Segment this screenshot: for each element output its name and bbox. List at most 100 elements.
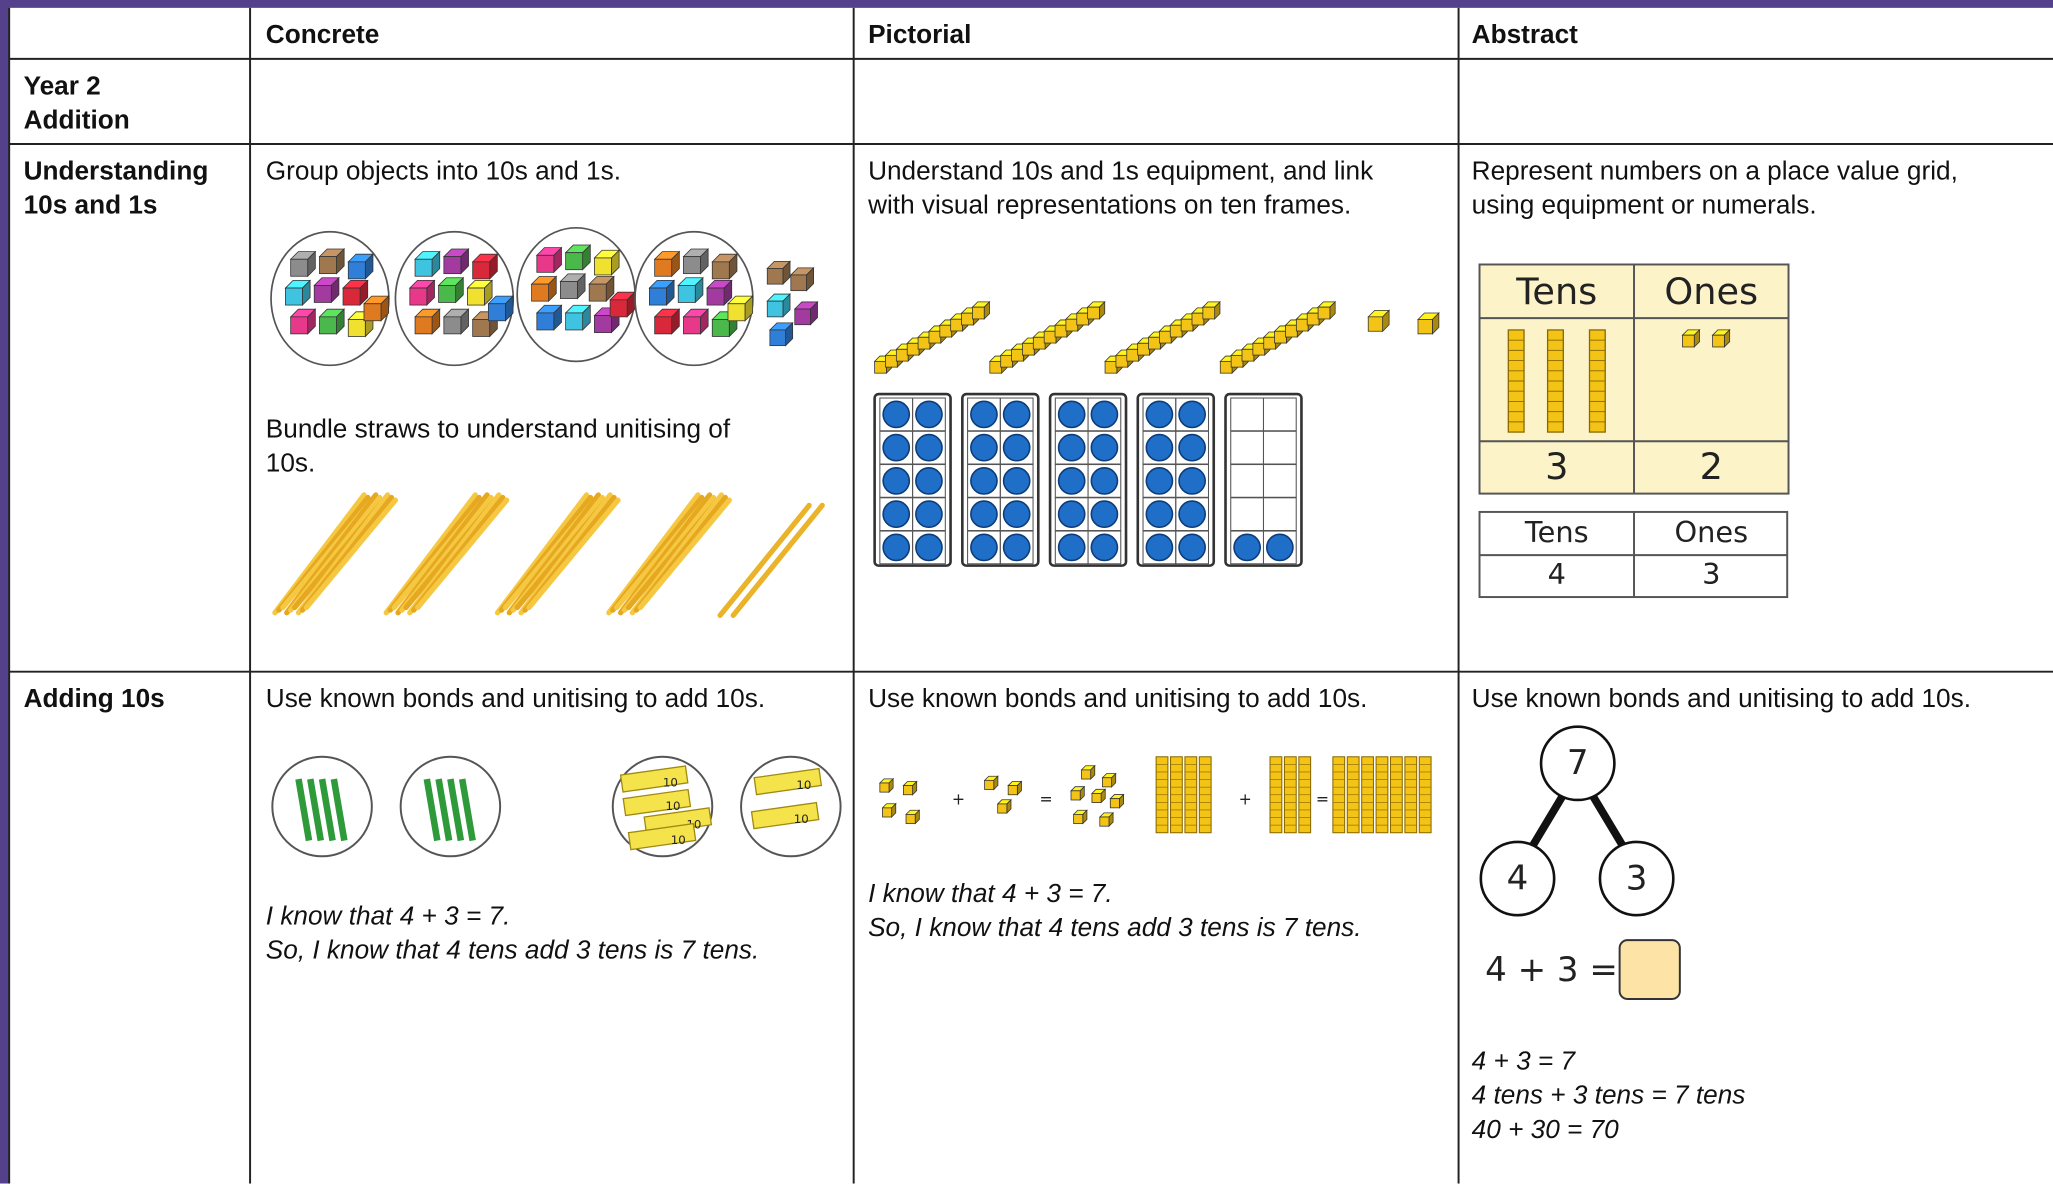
counter <box>1002 433 1031 462</box>
frame-cell <box>1087 530 1122 565</box>
cube-front <box>766 268 784 285</box>
cube-front <box>536 254 555 273</box>
cube-front <box>1115 354 1129 368</box>
cube-front <box>594 315 612 333</box>
cube <box>789 266 815 292</box>
counter <box>1090 433 1119 462</box>
cube-front <box>1011 348 1024 362</box>
cube <box>766 260 791 286</box>
cube <box>682 248 710 275</box>
cube <box>878 777 895 794</box>
cube-front <box>443 316 462 335</box>
cube <box>487 295 515 322</box>
row-label: Understanding <box>23 157 209 186</box>
cube-front <box>313 285 332 303</box>
cube <box>1201 300 1221 320</box>
counter <box>1002 500 1031 529</box>
cube-front <box>711 319 730 337</box>
cube <box>289 250 317 278</box>
cube-front <box>1682 334 1695 348</box>
note: 40 + 30 = 70 <box>1471 1115 1619 1145</box>
cube <box>313 276 340 304</box>
cube-front <box>879 782 890 793</box>
counter <box>1057 433 1086 462</box>
cube-front <box>565 252 584 271</box>
cube <box>408 279 436 307</box>
pencil <box>458 778 476 842</box>
item-circle <box>399 755 502 858</box>
cube <box>471 253 499 280</box>
cube <box>1109 793 1125 809</box>
cube-front <box>285 287 303 306</box>
cube-front <box>1180 318 1194 332</box>
pw-number: 7 <box>1567 743 1589 783</box>
straw <box>637 497 732 611</box>
cube-front <box>409 287 428 306</box>
cube-front <box>565 312 584 331</box>
cube-front <box>874 360 887 374</box>
cube-front <box>1073 813 1084 824</box>
row-label: Adding 10s <box>23 684 165 714</box>
cube <box>318 308 346 335</box>
counter <box>1002 533 1031 562</box>
counter <box>1057 400 1086 429</box>
cell-text: Bundle straws to understand unitising of <box>265 415 731 444</box>
item-circle <box>271 755 373 858</box>
cube <box>535 304 563 331</box>
cube-front <box>1317 306 1331 320</box>
cell-text: with visual representations on ten frame… <box>868 191 1352 220</box>
counter <box>970 400 998 429</box>
counter <box>882 467 911 495</box>
cube-front <box>363 303 382 322</box>
cube-front <box>1091 793 1102 803</box>
cube <box>766 293 791 318</box>
cube-front <box>1367 316 1384 332</box>
equation: 4 + 3 = <box>1485 950 1618 990</box>
cube <box>530 275 558 303</box>
cube-front <box>1306 312 1320 326</box>
pw-link <box>1528 792 1567 850</box>
counter <box>1145 500 1174 529</box>
cube <box>1367 309 1391 333</box>
pv-header: Tens <box>1515 270 1597 313</box>
counter <box>1057 467 1086 495</box>
cube-front <box>1295 318 1309 332</box>
cube-front <box>654 258 673 277</box>
cube-front <box>903 785 913 796</box>
cube <box>588 275 615 303</box>
cube <box>442 308 470 335</box>
cube-front <box>683 256 701 275</box>
pv-value: 2 <box>1700 445 1723 488</box>
cube-front <box>1065 318 1079 332</box>
cube <box>1098 811 1115 828</box>
counter <box>1178 433 1207 462</box>
frame-cell <box>1175 530 1210 565</box>
cube-front <box>1032 336 1046 350</box>
pv-header: Ones <box>1664 270 1758 313</box>
pw-circle <box>1598 840 1675 917</box>
counter <box>1090 500 1119 529</box>
cube <box>727 295 754 322</box>
box-label: 10 <box>663 775 678 789</box>
pencil <box>307 778 325 842</box>
counter <box>915 433 943 462</box>
column-header: Concrete <box>265 20 380 50</box>
counter <box>1090 533 1119 562</box>
cube-front <box>472 319 491 337</box>
cube <box>1317 300 1337 320</box>
row-label: Year 2 <box>23 72 101 101</box>
cube-front <box>531 283 549 302</box>
cube <box>437 276 465 304</box>
cube <box>996 798 1012 815</box>
note: 4 + 3 = 7 <box>1471 1047 1576 1077</box>
pencil-box <box>622 788 692 817</box>
counter <box>915 500 943 529</box>
cube-front <box>997 803 1008 814</box>
cube <box>881 802 897 818</box>
cube-front <box>1219 360 1233 374</box>
straw <box>415 497 510 611</box>
cube-front <box>794 308 811 326</box>
cube-front <box>706 287 725 306</box>
